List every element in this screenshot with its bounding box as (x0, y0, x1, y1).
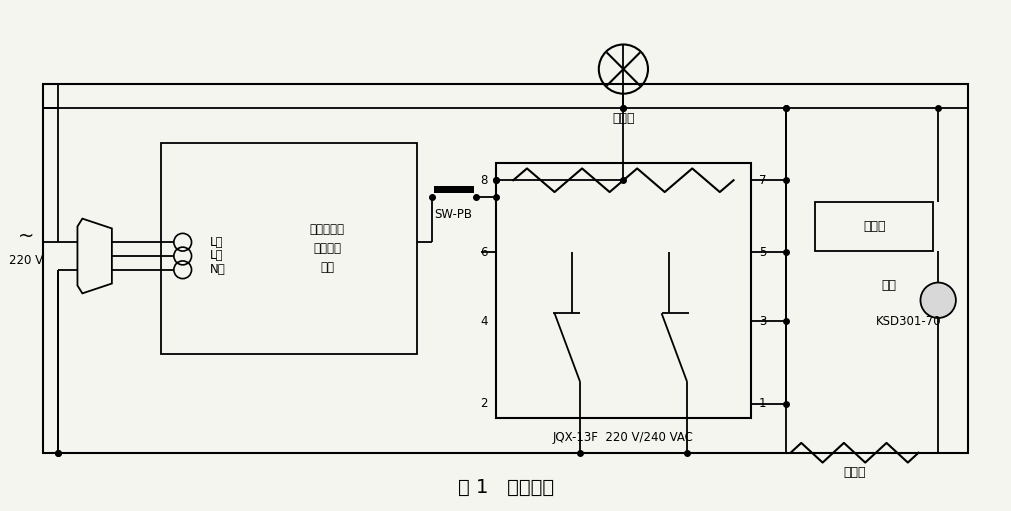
Text: N进: N进 (210, 263, 225, 276)
Text: 5: 5 (758, 246, 765, 259)
Circle shape (920, 283, 955, 318)
Bar (815, 202, 932, 251)
Text: 热释电红外
控制电路
总成: 热释电红外 控制电路 总成 (309, 223, 345, 274)
Text: 7: 7 (758, 174, 766, 187)
Text: L进: L进 (210, 249, 223, 263)
Text: 图 1   总体电路: 图 1 总体电路 (458, 478, 554, 497)
Text: 4: 4 (479, 315, 487, 328)
Text: 调温器: 调温器 (862, 220, 885, 233)
Text: 8: 8 (480, 174, 487, 187)
Text: 3: 3 (758, 315, 765, 328)
Text: KSD301-70: KSD301-70 (875, 315, 940, 329)
Text: 指示灯: 指示灯 (612, 112, 634, 125)
Bar (495, 162, 750, 419)
Text: 温控: 温控 (881, 279, 896, 292)
Text: 2: 2 (479, 397, 487, 410)
Text: 6: 6 (479, 246, 487, 259)
Text: 1: 1 (758, 397, 766, 410)
Text: SW-PB: SW-PB (435, 208, 472, 221)
Text: L出: L出 (210, 236, 223, 249)
Text: 220 V: 220 V (9, 254, 43, 267)
Bar (43, 84, 967, 453)
Text: JQX-13F  220 V/240 VAC: JQX-13F 220 V/240 VAC (552, 431, 694, 445)
Bar (433, 186, 473, 193)
Text: 电热丝: 电热丝 (842, 466, 865, 479)
Bar (161, 143, 417, 354)
Text: ~: ~ (18, 227, 34, 246)
